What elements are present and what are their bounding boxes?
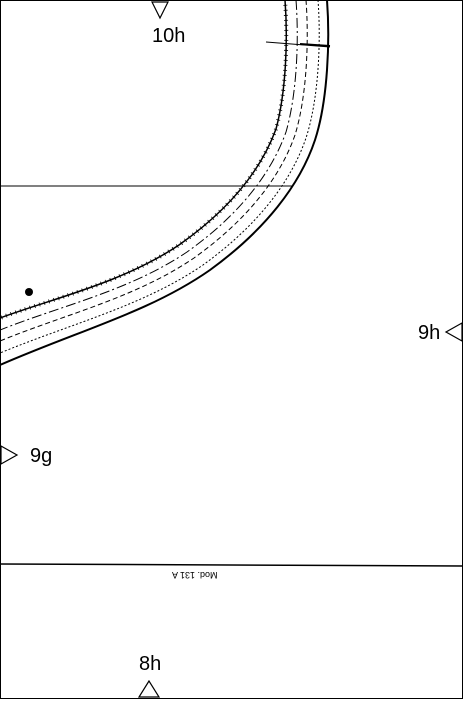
notch-bottom-icon [137,679,161,698]
dotted-line [0,0,320,354]
stitch-line [0,0,288,319]
mark-label-right: 9h [418,322,441,344]
grain-mark-bold [299,43,331,47]
divider-line [0,563,463,567]
cut-line [0,0,330,366]
stitch-ticks [0,0,289,320]
dot-marker [25,288,33,296]
dashed-line [0,0,308,342]
notch-right-icon [444,321,463,343]
notch-left-icon [0,444,19,466]
mark-label-top: 10h [152,25,186,47]
model-code: Mod. 131 A [172,570,218,580]
dashdot-line [0,0,298,331]
notch-top-icon [151,1,169,20]
mark-label-bottom: 8h [139,653,162,675]
mark-label-left: 9g [30,445,53,467]
